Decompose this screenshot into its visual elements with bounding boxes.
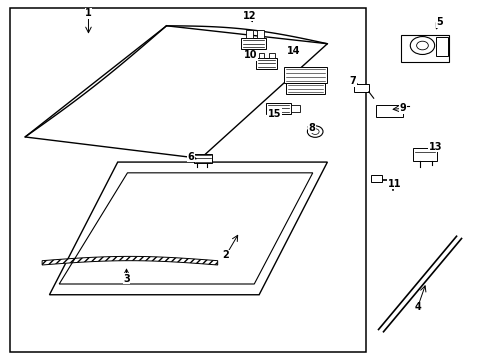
Circle shape — [311, 129, 319, 134]
Text: 4: 4 — [413, 302, 420, 312]
Text: 2: 2 — [222, 250, 229, 260]
Circle shape — [307, 126, 323, 137]
Text: 13: 13 — [428, 142, 442, 152]
Text: 7: 7 — [348, 76, 355, 86]
Bar — [259, 53, 264, 58]
Bar — [412, 148, 436, 161]
Text: 14: 14 — [286, 46, 300, 56]
Bar — [266, 103, 290, 114]
Text: 3: 3 — [123, 274, 130, 284]
Circle shape — [409, 37, 434, 54]
Bar — [435, 37, 447, 56]
Text: 15: 15 — [267, 109, 281, 119]
Text: 12: 12 — [242, 11, 256, 21]
Bar — [375, 105, 402, 117]
Bar — [283, 67, 327, 83]
Bar — [256, 31, 263, 39]
Bar — [256, 58, 276, 69]
Bar — [400, 35, 448, 62]
Bar — [245, 31, 252, 39]
Bar — [193, 154, 212, 163]
Circle shape — [416, 41, 427, 50]
Polygon shape — [42, 256, 217, 265]
Text: 10: 10 — [244, 50, 257, 60]
Polygon shape — [49, 162, 327, 295]
Bar — [353, 84, 368, 92]
Bar — [269, 53, 274, 58]
Bar — [370, 175, 381, 182]
Text: 11: 11 — [387, 179, 401, 189]
Text: 1: 1 — [85, 8, 92, 18]
Bar — [290, 105, 299, 112]
Text: 5: 5 — [435, 17, 442, 27]
Bar — [241, 39, 266, 49]
Text: 9: 9 — [399, 103, 406, 113]
Text: 8: 8 — [308, 123, 315, 133]
Bar — [285, 83, 325, 94]
Bar — [10, 8, 366, 352]
Text: 6: 6 — [187, 152, 194, 162]
